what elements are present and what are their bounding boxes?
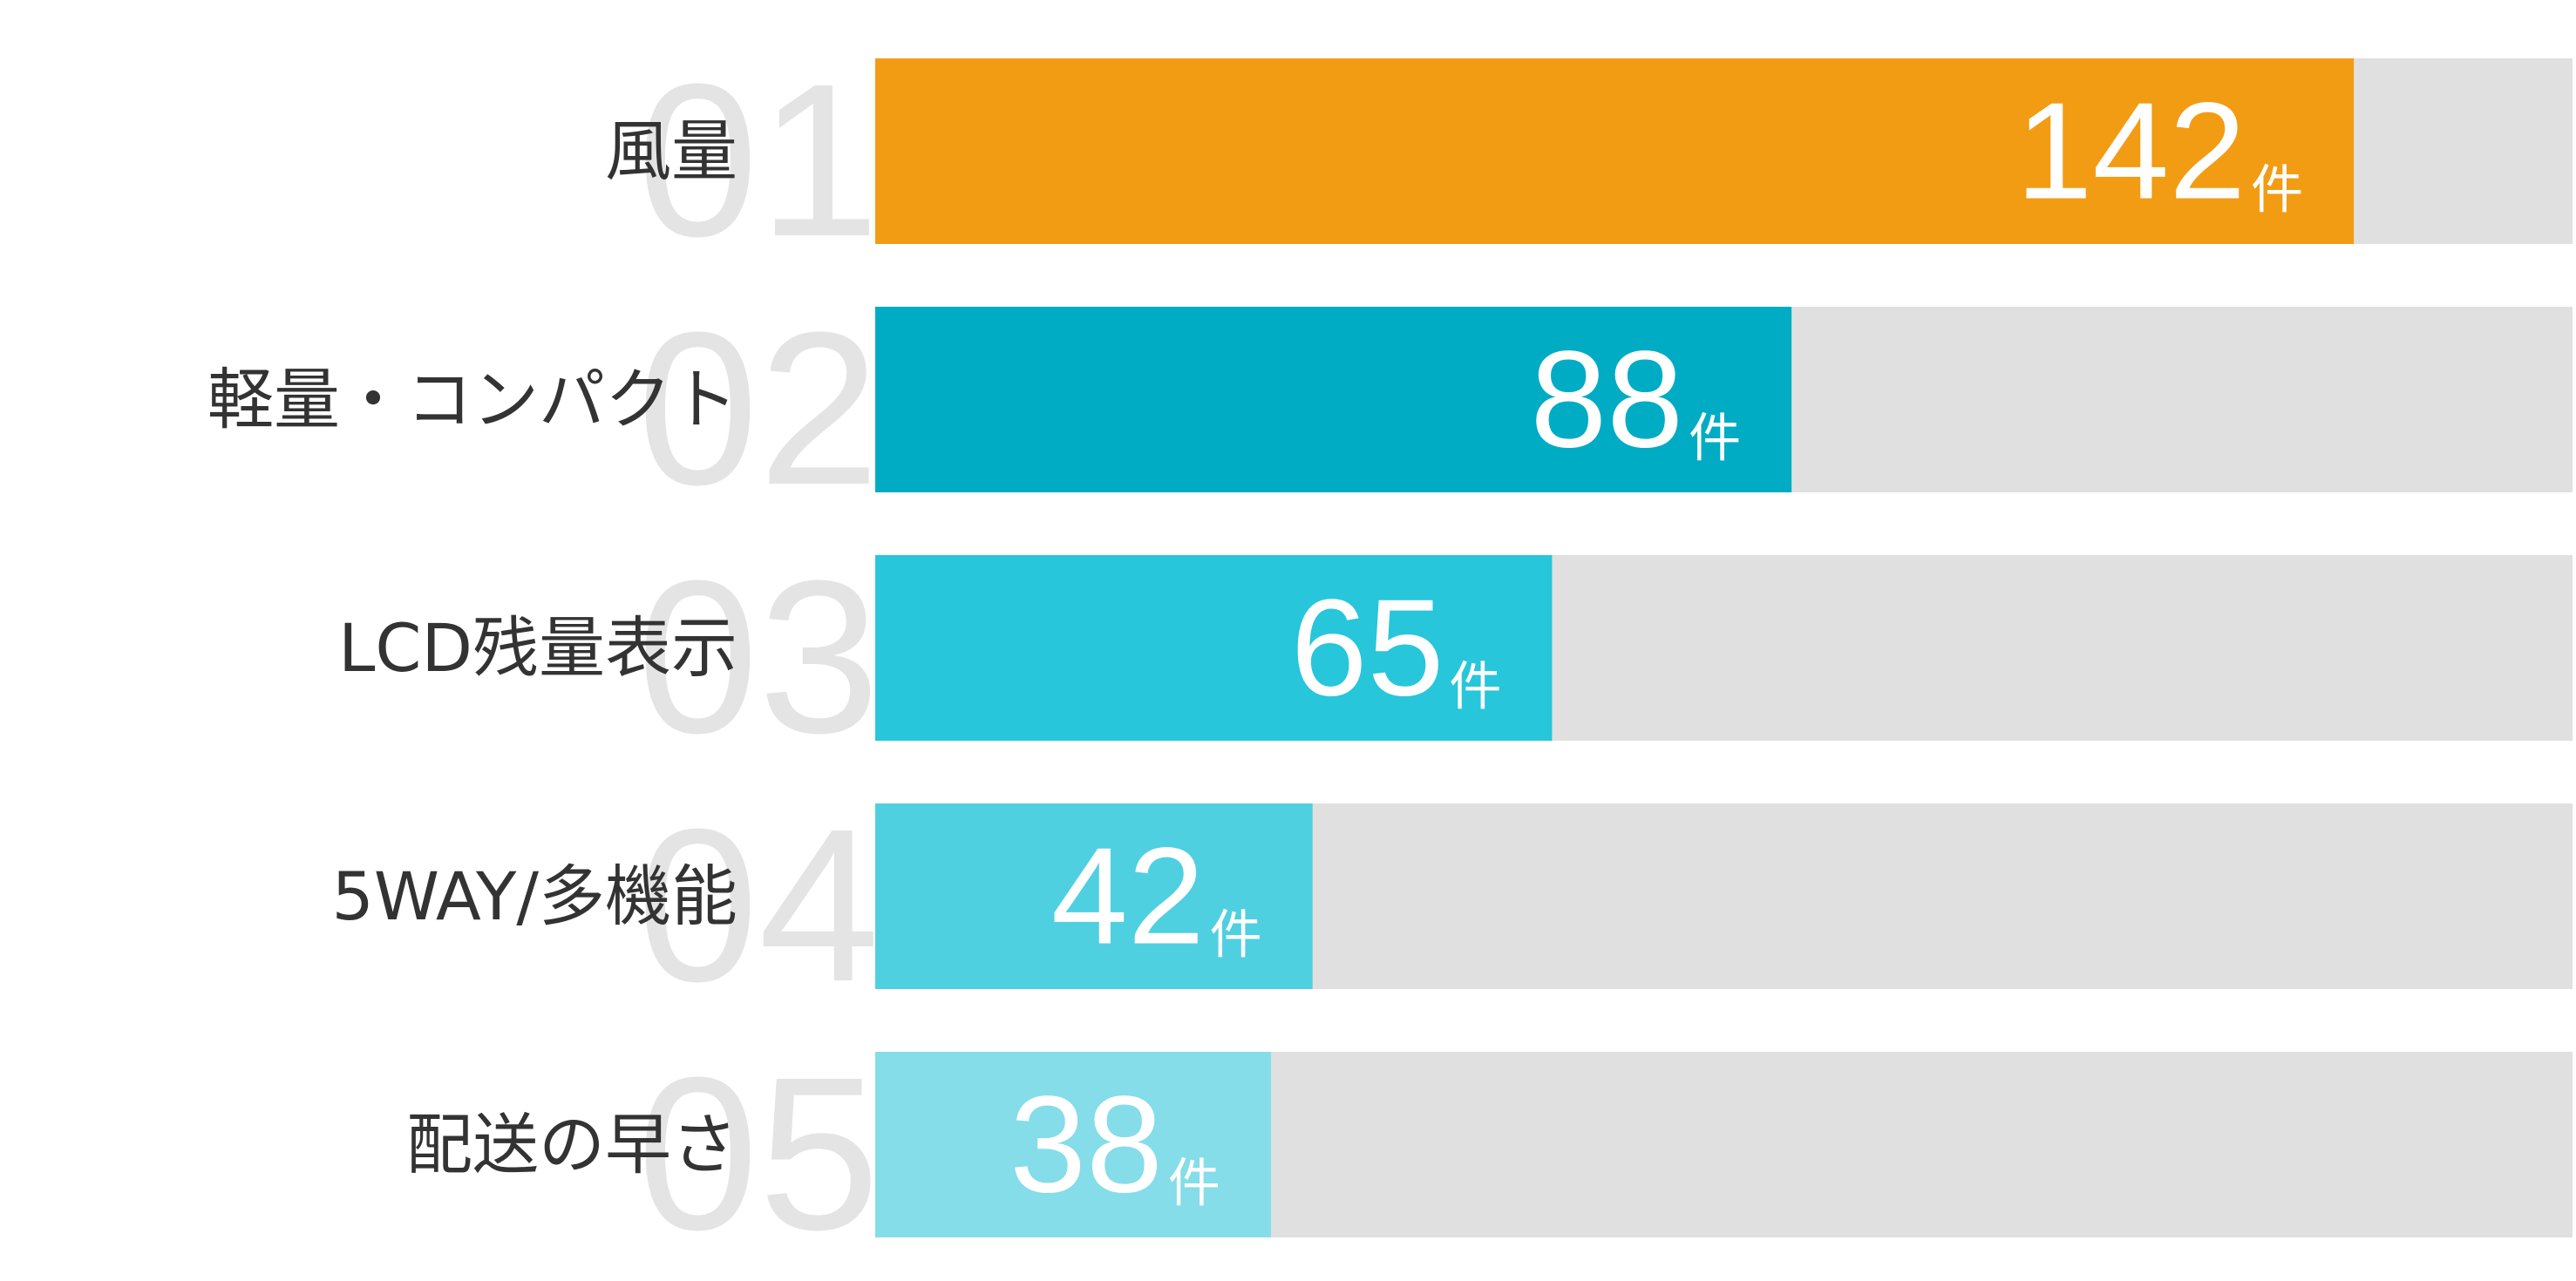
category-label: LCD残量表示 <box>338 609 737 687</box>
bar <box>875 307 1792 492</box>
value-unit: 件 <box>1210 905 1262 966</box>
rank-number: 05 <box>637 1032 880 1275</box>
value-unit: 件 <box>1449 657 1501 718</box>
value-label: 42 <box>1051 820 1205 973</box>
value-unit: 件 <box>1689 409 1741 470</box>
rank-number: 02 <box>637 287 880 530</box>
value-label: 38 <box>1009 1068 1163 1222</box>
bar <box>875 803 1313 989</box>
rank-number: 03 <box>637 535 880 778</box>
category-label: 軽量・コンパクト <box>207 361 737 438</box>
rank-number: 01 <box>637 38 880 281</box>
value-unit: 件 <box>2251 160 2303 221</box>
rank-number: 04 <box>637 783 880 1027</box>
value-unit: 件 <box>1168 1154 1220 1215</box>
value-label: 65 <box>1291 572 1444 725</box>
category-label: 5WAY/多機能 <box>332 857 737 935</box>
bar <box>875 555 1553 741</box>
value-label: 88 <box>1530 323 1683 477</box>
category-label: 風量 <box>605 112 737 190</box>
bar <box>875 1052 1271 1237</box>
category-label: 配送の早さ <box>406 1106 737 1183</box>
bar <box>875 58 2355 244</box>
value-label: 142 <box>2016 75 2246 228</box>
